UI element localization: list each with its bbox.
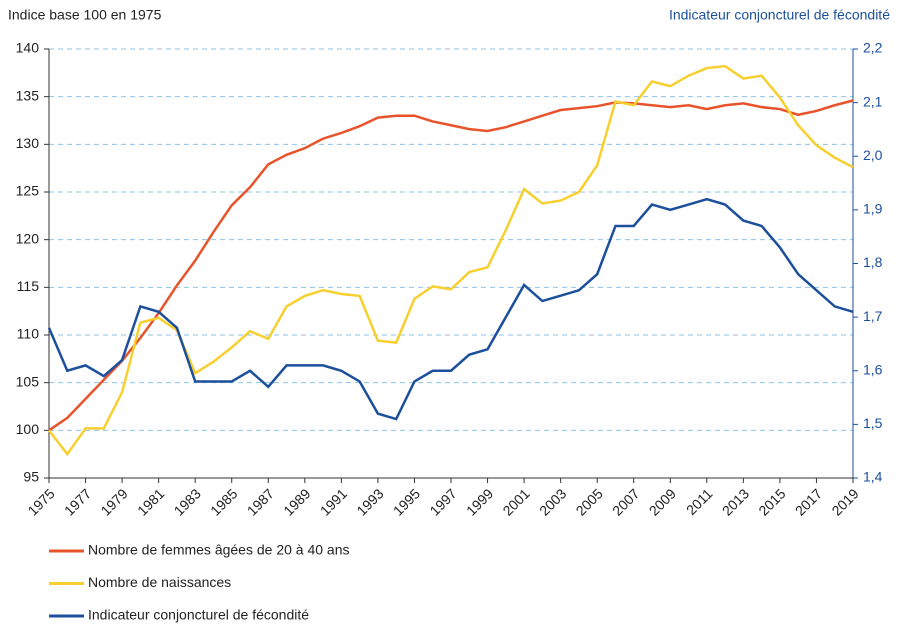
legend-label: Indicateur conjoncturel de fécondité	[88, 607, 309, 623]
y2-tick-label: 2,0	[863, 147, 883, 163]
series-line	[48, 99, 854, 432]
y-axis-label: Indice base 100 en 1975	[8, 7, 162, 23]
x-tick-label: 1999	[463, 485, 496, 518]
y2-tick-label: 1,6	[863, 361, 883, 377]
y2-tick-label: 1,9	[863, 201, 883, 217]
x-tick-label: 1997	[426, 485, 459, 518]
x-tick-label: 1979	[97, 485, 130, 518]
series-line	[47, 197, 854, 421]
x-tick-label: 2005	[573, 485, 606, 518]
y2-axis-label: Indicateur conjoncturel de fécondité	[669, 7, 890, 23]
x-tick-label: 1993	[353, 485, 386, 518]
x-tick-label: 1991	[317, 485, 350, 518]
y2-tick-label: 1,8	[863, 254, 883, 270]
legend-label: Nombre de femmes âgées de 20 à 40 ans	[88, 542, 350, 558]
x-tick-label: 1995	[390, 485, 423, 518]
y2-tick-label: 2,1	[863, 93, 883, 109]
y-tick-label: 125	[16, 183, 40, 199]
y-tick-label: 105	[16, 373, 40, 389]
x-tick-label: 1981	[134, 485, 167, 518]
y2-tick-label: 1,5	[863, 415, 883, 431]
y2-tick-label: 2,2	[863, 40, 883, 56]
x-tick-label: 2011	[683, 485, 716, 518]
y-tick-label: 100	[16, 421, 40, 437]
x-tick-label: 2013	[719, 485, 752, 518]
x-tick-label: 1989	[280, 485, 313, 518]
x-tick-label: 1983	[171, 485, 204, 518]
x-tick-label: 2009	[646, 485, 679, 518]
x-tick-label: 2015	[755, 485, 788, 518]
x-tick-label: 1975	[24, 485, 57, 518]
x-tick-label: 2007	[609, 485, 642, 518]
y-tick-label: 110	[17, 326, 40, 342]
y-tick-label: 115	[17, 278, 40, 294]
legend-label: Nombre de naissances	[88, 574, 231, 590]
x-tick-label: 1977	[61, 485, 94, 518]
y-tick-label: 135	[16, 87, 40, 103]
x-tick-label: 1985	[207, 485, 240, 518]
y-tick-label: 120	[16, 230, 40, 246]
x-tick-label: 1987	[244, 485, 277, 518]
x-tick-label: 2019	[828, 485, 861, 518]
y2-tick-label: 1,4	[863, 469, 883, 485]
y2-tick-label: 1,7	[863, 308, 883, 324]
x-tick-label: 2003	[536, 485, 569, 518]
y-tick-label: 95	[23, 469, 39, 485]
x-tick-label: 2001	[499, 485, 532, 518]
x-tick-label: 2017	[792, 485, 825, 518]
y-tick-label: 140	[16, 40, 40, 56]
y-tick-label: 130	[16, 135, 40, 151]
